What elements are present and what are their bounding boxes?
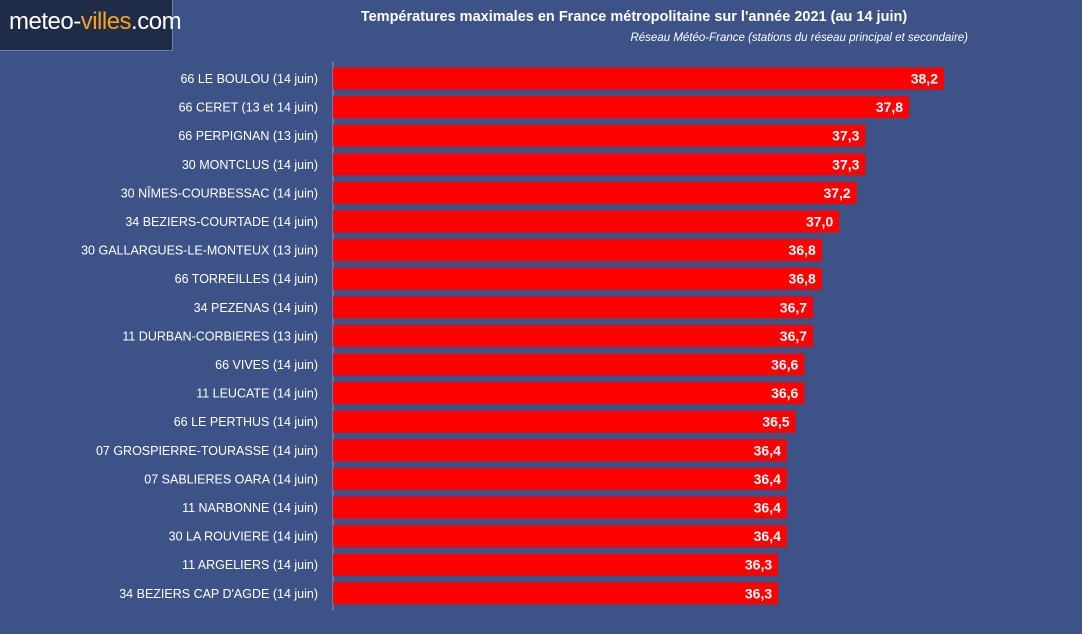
category-label: 11 ARGELIERS (14 juin) bbox=[182, 558, 318, 572]
bar-value-label: 36,6 bbox=[771, 357, 798, 373]
bar-value-label: 36,8 bbox=[789, 271, 816, 287]
category-label: 11 NARBONNE (14 juin) bbox=[182, 501, 318, 515]
chart-title: Températures maximales en France métropo… bbox=[360, 9, 908, 25]
bar bbox=[333, 553, 779, 576]
bar-value-label: 36,7 bbox=[780, 299, 807, 315]
bar-value-label: 36,4 bbox=[754, 500, 781, 516]
bar-value-label: 36,4 bbox=[754, 528, 781, 544]
category-label: 66 VIVES (14 juin) bbox=[215, 358, 318, 372]
bar bbox=[333, 382, 805, 405]
bar bbox=[333, 210, 840, 233]
bar-value-label: 36,3 bbox=[745, 557, 772, 573]
bar-value-label: 36,4 bbox=[754, 442, 781, 458]
category-label: 30 NÎMES-COURBESSAC (14 juin) bbox=[121, 185, 318, 200]
bar bbox=[333, 582, 779, 605]
category-label: 66 PERPIGNAN (13 juin) bbox=[178, 129, 318, 143]
category-label: 34 BEZIERS-COURTADE (14 juin) bbox=[125, 215, 318, 229]
bar bbox=[333, 67, 944, 90]
logo-text-part2: villes bbox=[80, 8, 132, 35]
category-label: 66 TORREILLES (14 juin) bbox=[175, 272, 318, 286]
category-label: 66 CERET (13 et 14 juin) bbox=[179, 101, 318, 115]
category-label: 30 MONTCLUS (14 juin) bbox=[182, 158, 318, 172]
category-label: 07 SABLIERES OARA (14 juin) bbox=[144, 472, 318, 486]
bar-value-label: 36,4 bbox=[754, 471, 781, 487]
bar-value-label: 36,5 bbox=[762, 414, 789, 430]
bar-value-label: 37,8 bbox=[876, 99, 903, 115]
bar bbox=[333, 124, 866, 147]
chart-subtitle: Réseau Météo-France (stations du réseau … bbox=[630, 32, 968, 44]
bar bbox=[333, 296, 814, 319]
logo-text: meteo-villes.com bbox=[9, 8, 182, 36]
value-labels-group: 38,2 37,8 37,3 37,3 37,2 37,0 36,8 36,8 36,7 36,7… bbox=[745, 71, 938, 602]
category-label: 66 LE BOULOU (14 juin) bbox=[180, 72, 318, 86]
bar bbox=[333, 267, 822, 290]
bar-value-label: 36,8 bbox=[789, 242, 816, 258]
category-label: 34 PEZENAS (14 juin) bbox=[194, 301, 318, 315]
category-label: 66 LE PERTHUS (14 juin) bbox=[174, 415, 318, 429]
category-label: 11 LEUCATE (14 juin) bbox=[196, 387, 318, 401]
category-label: 07 GROSPIERRE-TOURASSE (14 juin) bbox=[96, 444, 318, 458]
site-logo[interactable]: meteo-villes.com bbox=[0, 0, 182, 51]
bar bbox=[333, 153, 866, 176]
bar bbox=[333, 467, 787, 490]
bar-value-label: 37,2 bbox=[823, 185, 850, 201]
category-label: 11 DURBAN-CORBIERES (13 juin) bbox=[122, 329, 318, 343]
bar-value-label: 36,3 bbox=[745, 585, 772, 601]
bar bbox=[333, 410, 796, 433]
bars-group bbox=[333, 67, 944, 605]
bar bbox=[333, 496, 787, 519]
bar-value-label: 37,3 bbox=[832, 128, 859, 144]
logo-text-part1: meteo- bbox=[9, 8, 81, 35]
bar-value-label: 37,0 bbox=[806, 214, 833, 230]
category-label: 30 LA ROUVIERE (14 juin) bbox=[169, 530, 318, 544]
bar bbox=[333, 439, 787, 462]
bar-value-label: 36,7 bbox=[780, 328, 807, 344]
bar bbox=[333, 96, 910, 119]
bar-value-label: 38,2 bbox=[911, 71, 938, 87]
category-labels-group: 66 LE BOULOU (14 juin) 66 CERET (13 et 14… bbox=[81, 72, 318, 601]
bar bbox=[333, 525, 787, 548]
bar bbox=[333, 239, 822, 262]
bar-value-label: 37,3 bbox=[832, 156, 859, 172]
bar bbox=[333, 324, 814, 347]
logo-text-part3: .com bbox=[131, 8, 182, 35]
category-label: 34 BEZIERS CAP D'AGDE (14 juin) bbox=[119, 587, 318, 601]
category-label: 30 GALLARGUES-LE-MONTEUX (13 juin) bbox=[81, 244, 318, 258]
bar bbox=[333, 181, 857, 204]
bar-value-label: 36,6 bbox=[771, 385, 798, 401]
bar bbox=[333, 353, 805, 376]
